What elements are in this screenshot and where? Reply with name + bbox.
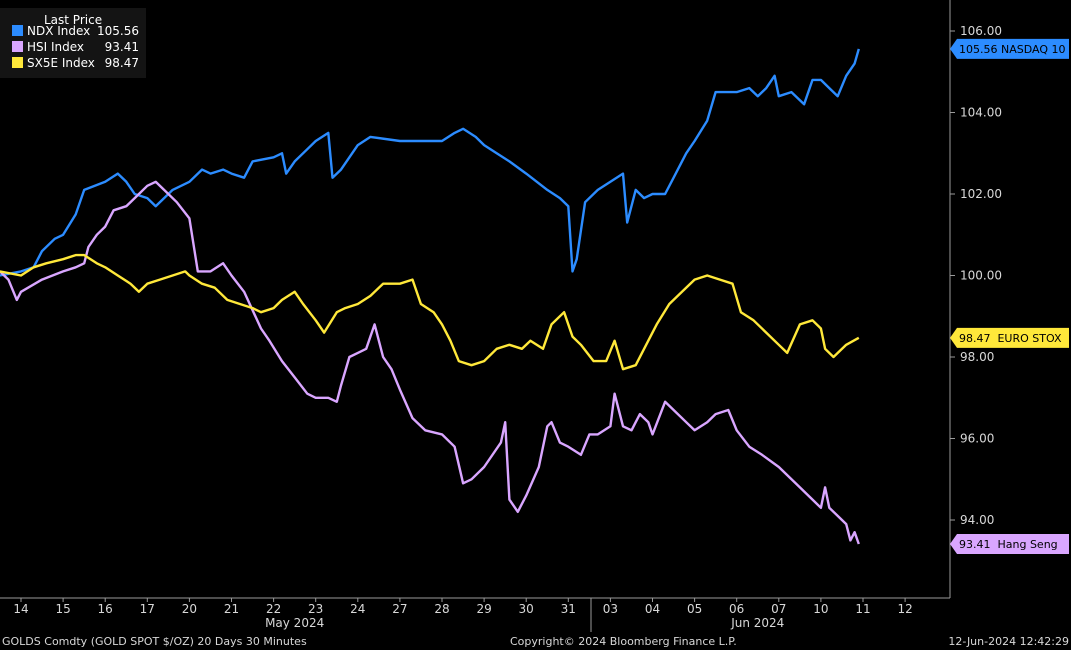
footer-center: Copyright© 2024 Bloomberg Finance L.P. (510, 635, 737, 648)
value-tag (950, 38, 1069, 59)
x-tick-label: 07 (771, 602, 786, 616)
value-tag-label: 93.41 Hang Seng (959, 538, 1058, 551)
series-line-sx5e-index (0, 253, 860, 371)
x-tick-label: 23 (308, 602, 323, 616)
x-tick-label: 05 (687, 602, 702, 616)
legend-entry-name: SX5E Index (27, 56, 95, 70)
legend-box (0, 8, 146, 78)
legend-entry-value: 98.47 (105, 56, 139, 70)
y-tick-label: 104.00 (960, 106, 1002, 120)
legend-entry-value: 93.41 (105, 40, 139, 54)
legend-swatch (12, 57, 23, 68)
legend-entry-name: NDX Index (27, 24, 90, 38)
legend-swatch (12, 25, 23, 36)
month-label: May 2024 (265, 616, 324, 630)
y-tick-label: 98.00 (960, 350, 994, 364)
y-tick-label: 106.00 (960, 24, 1002, 38)
x-tick-label: 29 (476, 602, 491, 616)
x-tick-label: 10 (813, 602, 828, 616)
footer-left: GOLDS Comdty (GOLD SPOT $/OZ) 20 Days 30… (2, 635, 307, 648)
x-tick-label: 04 (645, 602, 660, 616)
x-tick-label: 16 (98, 602, 113, 616)
y-tick-label: 96.00 (960, 432, 994, 446)
x-tick-label: 30 (519, 602, 534, 616)
x-tick-label: 17 (140, 602, 155, 616)
x-tick-label: 31 (561, 602, 576, 616)
value-tag-label: 105.56 NASDAQ 10 (959, 43, 1065, 56)
series-line-ndx-index (0, 48, 860, 277)
x-tick-label: 20 (182, 602, 197, 616)
value-tag (950, 327, 1069, 348)
legend-entry-name: HSI Index (27, 40, 84, 54)
value-tag (950, 534, 1069, 555)
x-tick-label: 22 (266, 602, 281, 616)
y-tick-label: 102.00 (960, 187, 1002, 201)
footer-right: 12-Jun-2024 12:42:29 (948, 635, 1069, 648)
x-tick-label: 11 (855, 602, 870, 616)
x-tick-label: 14 (13, 602, 28, 616)
x-tick-label: 27 (392, 602, 407, 616)
legend: Last Price NDX Index 105.56 HSI Index 93.41… (0, 8, 146, 78)
series-line-hsi-index (0, 180, 860, 545)
value-tag-label: 98.47 EURO STOX (959, 332, 1062, 345)
x-tick-label: 21 (224, 602, 239, 616)
x-tick-label: 15 (55, 602, 70, 616)
legend-swatch (12, 41, 23, 52)
x-tick-label: 28 (434, 602, 449, 616)
y-tick-label: 94.00 (960, 513, 994, 527)
x-tick-label: 24 (350, 602, 365, 616)
legend-title: Last Price (44, 13, 102, 27)
x-tick-label: 12 (897, 602, 912, 616)
month-label: Jun 2024 (730, 616, 784, 630)
x-tick-label: 06 (729, 602, 744, 616)
x-tick-label: 03 (603, 602, 618, 616)
y-tick-label: 100.00 (960, 269, 1002, 283)
legend-entry-value: 105.56 (97, 24, 139, 38)
